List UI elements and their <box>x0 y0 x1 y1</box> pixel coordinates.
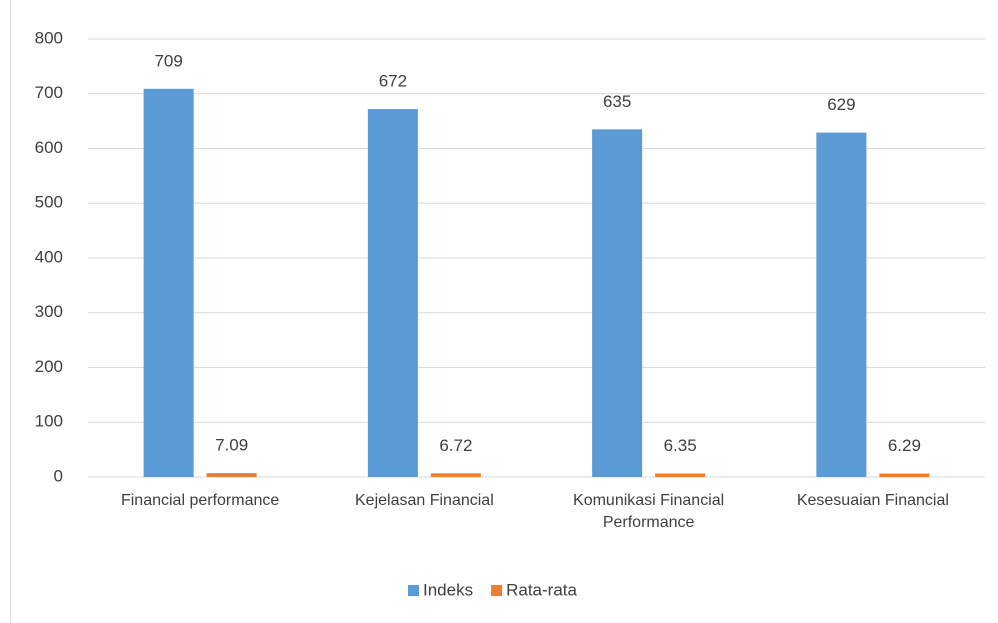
legend-label: Rata-rata <box>506 580 577 599</box>
bar <box>592 129 643 477</box>
bar <box>879 473 930 477</box>
y-tick-label: 400 <box>35 247 63 266</box>
y-tick-label: 600 <box>35 138 63 157</box>
y-tick-label: 500 <box>35 193 63 212</box>
data-label: 7.09 <box>215 436 248 455</box>
legend-swatch <box>408 585 419 596</box>
bar <box>367 109 418 477</box>
y-tick-label: 200 <box>35 357 63 376</box>
bar <box>655 473 706 477</box>
data-label: 6.35 <box>664 436 697 455</box>
legend-label: Indeks <box>423 580 473 599</box>
x-tick-label: Komunikasi Financial Performance <box>573 492 725 531</box>
data-label: 6.29 <box>888 436 921 455</box>
bar <box>430 473 481 477</box>
x-tick-label: Kejelasan Financial <box>355 492 494 509</box>
y-tick-label: 300 <box>35 302 63 321</box>
data-label: 672 <box>379 72 407 91</box>
chart-border <box>10 0 11 623</box>
x-tick-label: Kesesuaian Financial <box>796 492 949 509</box>
data-label: 629 <box>827 95 855 114</box>
legend-swatch <box>491 585 503 596</box>
data-label: 709 <box>154 51 182 70</box>
x-tick-label: Financial performance <box>120 492 280 509</box>
bar <box>206 473 257 477</box>
bar <box>143 88 194 477</box>
y-tick-label: 800 <box>35 28 63 47</box>
bar <box>816 132 867 477</box>
data-label: 6.72 <box>439 436 472 455</box>
data-label: 635 <box>603 92 631 111</box>
y-tick-label: 100 <box>35 412 63 431</box>
y-tick-label: 0 <box>54 466 63 485</box>
y-tick-label: 700 <box>35 83 63 102</box>
